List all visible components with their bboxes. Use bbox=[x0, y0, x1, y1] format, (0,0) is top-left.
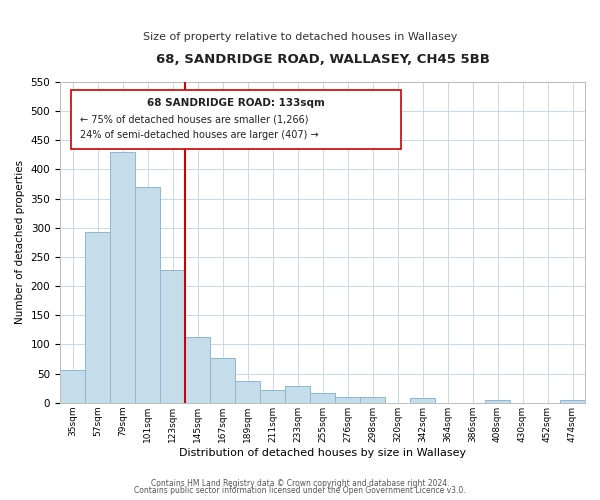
FancyBboxPatch shape bbox=[71, 90, 401, 150]
Bar bbox=[285, 386, 310, 403]
Bar bbox=[60, 370, 85, 403]
Y-axis label: Number of detached properties: Number of detached properties bbox=[15, 160, 25, 324]
Bar bbox=[210, 358, 235, 403]
Text: Contains HM Land Registry data © Crown copyright and database right 2024.: Contains HM Land Registry data © Crown c… bbox=[151, 478, 449, 488]
Bar bbox=[185, 337, 210, 403]
Bar bbox=[360, 397, 385, 403]
Title: 68, SANDRIDGE ROAD, WALLASEY, CH45 5BB: 68, SANDRIDGE ROAD, WALLASEY, CH45 5BB bbox=[155, 52, 490, 66]
Bar bbox=[135, 187, 160, 403]
Text: Size of property relative to detached houses in Wallasey: Size of property relative to detached ho… bbox=[143, 32, 457, 42]
X-axis label: Distribution of detached houses by size in Wallasey: Distribution of detached houses by size … bbox=[179, 448, 466, 458]
Bar bbox=[485, 400, 510, 403]
Bar bbox=[310, 393, 335, 403]
Bar bbox=[260, 390, 285, 403]
Bar bbox=[410, 398, 435, 403]
Bar bbox=[110, 152, 135, 403]
Bar bbox=[560, 400, 585, 403]
Text: 24% of semi-detached houses are larger (407) →: 24% of semi-detached houses are larger (… bbox=[80, 130, 319, 140]
Bar bbox=[85, 232, 110, 403]
Text: 68 SANDRIDGE ROAD: 133sqm: 68 SANDRIDGE ROAD: 133sqm bbox=[147, 98, 325, 108]
Bar bbox=[335, 397, 360, 403]
Bar bbox=[235, 380, 260, 403]
Text: ← 75% of detached houses are smaller (1,266): ← 75% of detached houses are smaller (1,… bbox=[80, 114, 308, 124]
Bar bbox=[160, 270, 185, 403]
Text: Contains public sector information licensed under the Open Government Licence v3: Contains public sector information licen… bbox=[134, 486, 466, 495]
